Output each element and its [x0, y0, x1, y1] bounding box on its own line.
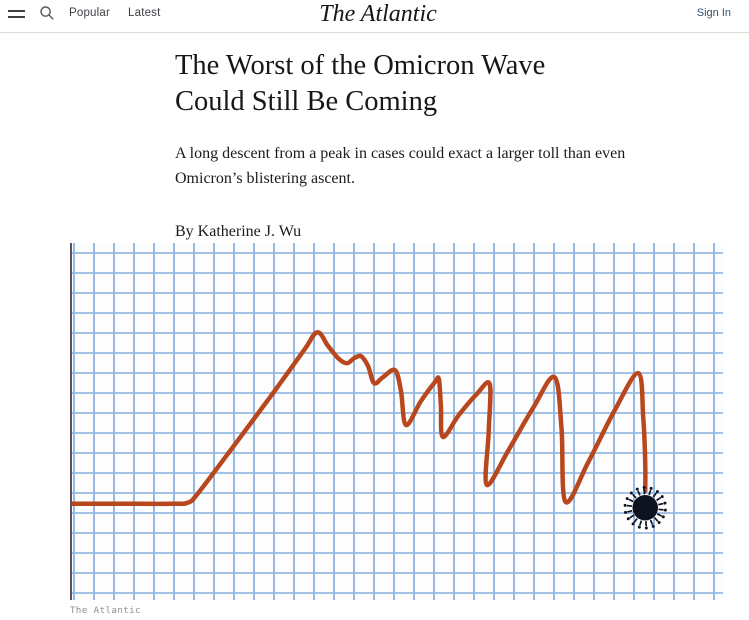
article-title-line1: The Worst of the Omicron Wave — [175, 50, 546, 81]
byline-prefix: By — [175, 223, 198, 240]
hero-curve-svg — [72, 330, 667, 530]
author-link[interactable]: Katherine J. Wu — [197, 223, 302, 240]
coronavirus-icon — [623, 486, 667, 530]
search-icon[interactable] — [39, 5, 55, 21]
nav-link-latest[interactable]: Latest — [128, 7, 161, 19]
image-credit: The Atlantic — [70, 606, 142, 616]
article-title-line2: Could Still Be Coming — [175, 86, 438, 117]
site-header: Popular Latest The Atlantic Sign In — [0, 0, 749, 33]
article-heading-block: The Worst of the Omicron Wave Could Stil… — [175, 48, 645, 241]
article-dek-line2: Omicron’s blistering ascent. — [175, 170, 355, 187]
atlantic-logo[interactable]: The Atlantic — [319, 1, 437, 27]
article-byline: By Katherine J. Wu — [175, 223, 645, 241]
hero-illustration — [70, 243, 723, 600]
sign-in-link[interactable]: Sign In — [696, 7, 731, 19]
article-dek-line1: A long descent from a peak in cases coul… — [175, 145, 626, 162]
article-dek: A long descent from a peak in cases coul… — [175, 141, 645, 191]
article-title: The Worst of the Omicron Wave Could Stil… — [175, 48, 645, 120]
menu-icon[interactable] — [8, 10, 25, 19]
nav-link-popular[interactable]: Popular — [69, 7, 111, 19]
